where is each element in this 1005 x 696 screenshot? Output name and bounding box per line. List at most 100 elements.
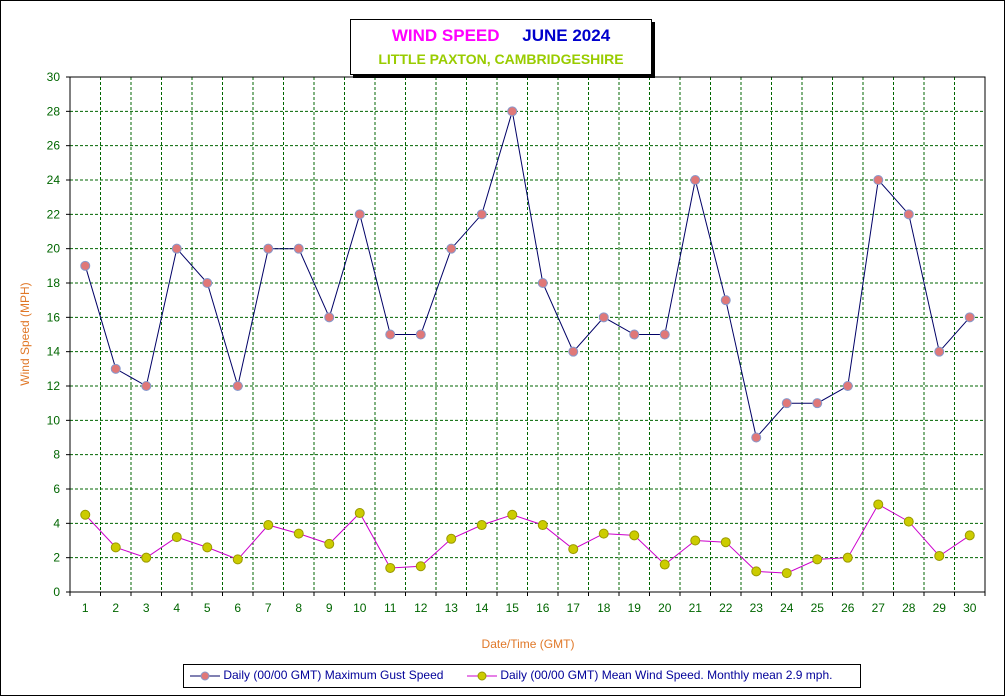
y-tick-label: 22 [47, 207, 61, 221]
data-point-gust [842, 381, 853, 391]
x-tick-label: 4 [173, 601, 180, 615]
data-point-mean [964, 530, 975, 541]
data-point-gust [171, 243, 182, 254]
plot-area [69, 76, 986, 593]
y-tick-label: 30 [47, 70, 61, 84]
x-tick-label: 20 [658, 601, 672, 615]
data-point-gust [903, 209, 914, 220]
data-point-mean [781, 568, 792, 579]
x-tick-label: 6 [234, 601, 241, 615]
y-tick-label: 20 [47, 242, 61, 256]
data-point-mean [202, 542, 213, 553]
x-tick-label: 23 [750, 601, 764, 615]
data-point-gust [110, 363, 121, 374]
data-point-gust [80, 260, 91, 271]
y-tick-label: 18 [47, 276, 61, 290]
y-axis-label: Wind Speed (MPH) [18, 282, 32, 385]
data-point-mean [415, 561, 426, 572]
data-point-mean [812, 554, 823, 565]
data-point-mean [232, 554, 243, 565]
data-point-mean [720, 537, 731, 548]
y-tick-label: 8 [53, 448, 60, 462]
legend-mean-label: Daily (00/00 GMT) Mean Wind Speed. Month… [500, 668, 833, 682]
data-point-mean [171, 532, 182, 543]
x-axis-label: Date/Time (GMT) [482, 637, 575, 651]
series-line-mean [84, 503, 971, 574]
data-point-gust [751, 432, 762, 443]
chart-location: LITTLE PAXTON, CAMBRIDGESHIRE [378, 51, 624, 67]
data-point-mean [476, 520, 487, 531]
y-tick-label: 12 [47, 379, 61, 393]
x-tick-label: 21 [689, 601, 703, 615]
data-point-mean [354, 508, 365, 519]
x-tick-label: 25 [811, 601, 825, 615]
x-tick-label: 10 [353, 601, 367, 615]
data-point-gust [232, 381, 243, 391]
data-point-gust [141, 381, 152, 391]
x-tick-label: 8 [295, 601, 302, 615]
y-tick-label: 28 [47, 104, 61, 118]
x-tick-label: 24 [780, 601, 794, 615]
data-point-gust [293, 243, 304, 254]
x-tick-label: 17 [567, 601, 581, 615]
data-point-mean [568, 544, 579, 555]
y-tick-label: 2 [53, 551, 60, 565]
data-point-mean [934, 550, 945, 561]
x-tick-label: 30 [963, 601, 977, 615]
legend-gust-marker-icon [190, 671, 220, 681]
y-tick-label: 4 [53, 516, 60, 530]
x-tick-label: 29 [933, 601, 947, 615]
data-point-mean [507, 509, 518, 520]
data-point-mean [141, 552, 152, 563]
data-point-mean [80, 509, 91, 520]
legend-item-gust: Daily (00/00 GMT) Maximum Gust Speed [190, 668, 443, 682]
data-point-mean [659, 559, 670, 570]
data-point-gust [446, 243, 457, 254]
data-point-mean [903, 516, 914, 527]
data-point-gust [263, 243, 274, 254]
series-line-gust [84, 111, 971, 439]
data-point-mean [385, 562, 396, 573]
legend-item-mean: Daily (00/00 GMT) Mean Wind Speed. Month… [467, 668, 833, 682]
data-point-gust [385, 329, 396, 340]
data-point-mean [842, 552, 853, 563]
data-point-gust [873, 175, 884, 185]
x-tick-label: 7 [265, 601, 272, 615]
y-tick-label: 26 [47, 139, 61, 153]
y-tick-label: 14 [47, 345, 61, 359]
x-tick-label: 15 [506, 601, 520, 615]
y-tick-label: 16 [47, 310, 61, 324]
x-tick-label: 13 [445, 601, 459, 615]
x-tick-label: 14 [475, 601, 489, 615]
data-point-gust [659, 329, 670, 340]
data-point-mean [690, 535, 701, 546]
x-tick-label: 9 [326, 601, 333, 615]
data-point-gust [598, 312, 609, 323]
x-tick-label: 27 [872, 601, 886, 615]
data-point-mean [873, 499, 884, 510]
legend-gust-label: Daily (00/00 GMT) Maximum Gust Speed [223, 668, 444, 682]
x-tick-labels: 1 2 3 4 5 6 7 8 9 10 11 12 13 14 15 16 17 18 19 20 21 22 23 24 2… [82, 601, 977, 615]
data-point-gust [781, 398, 792, 409]
data-point-gust [720, 295, 731, 306]
x-tick-label: 5 [204, 601, 211, 615]
data-point-gust [202, 278, 213, 288]
data-point-gust [324, 312, 335, 323]
data-point-gust [690, 175, 701, 185]
x-tick-label: 2 [112, 601, 119, 615]
x-tick-label: 1 [82, 601, 89, 615]
chart-title: WIND SPEED [391, 26, 500, 45]
data-point-gust [812, 398, 823, 409]
axes [66, 76, 986, 596]
grid-lines [70, 76, 985, 592]
data-point-gust [507, 106, 518, 117]
data-point-mean [293, 528, 304, 539]
chart-legend: Daily (00/00 GMT) Maximum Gust Speed Dai… [183, 664, 861, 688]
chart-period: JUNE 2024 [522, 26, 611, 45]
data-point-gust [415, 329, 426, 340]
y-tick-label: 6 [53, 482, 60, 496]
y-tick-label: 10 [47, 413, 61, 427]
x-tick-label: 19 [628, 601, 642, 615]
x-tick-label: 28 [902, 601, 916, 615]
